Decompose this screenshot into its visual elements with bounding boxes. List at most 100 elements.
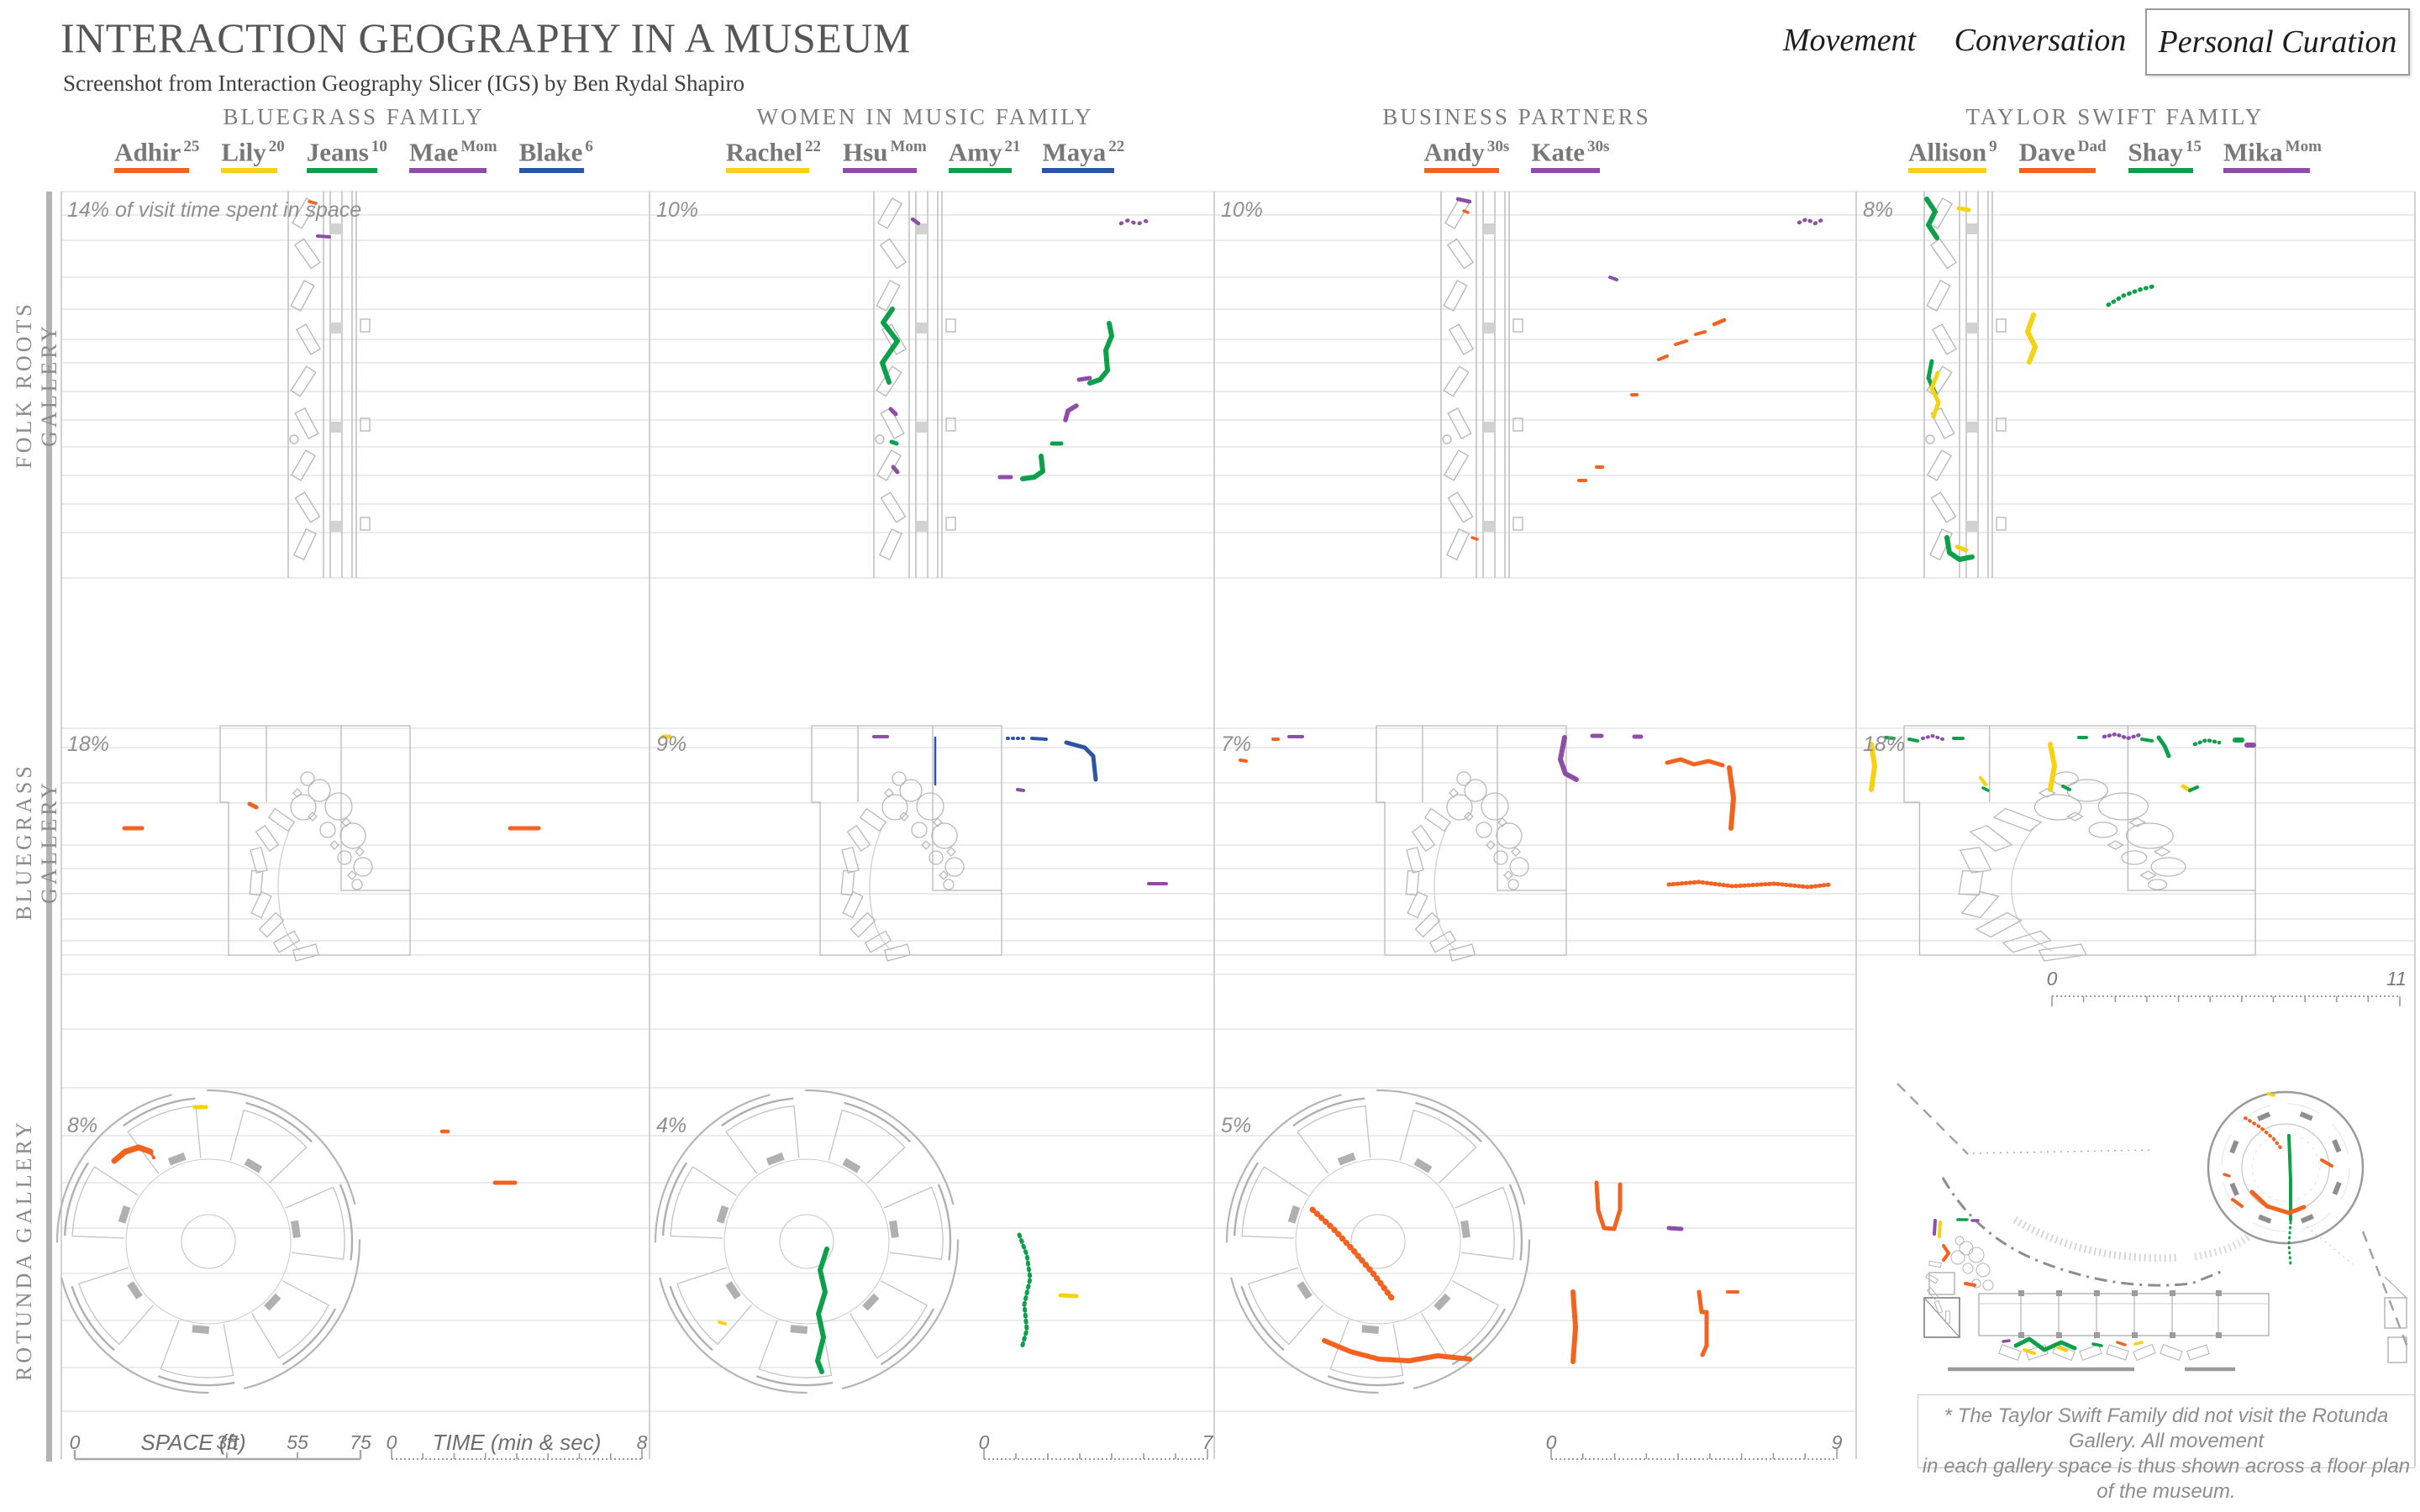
legend-member-tag: 22 [805,138,822,155]
legend-color-bar [2223,168,2310,174]
space-tick-75: 75 [350,1431,371,1453]
legend-member-tag: 20 [268,138,285,155]
legend-member-amy[interactable]: Amy 21 [948,133,1021,174]
legend-member-tag: Dad [2077,138,2107,155]
legend-member-mika[interactable]: Mika Mom [2223,133,2322,174]
legend-color-bar [1423,168,1500,174]
percent-label-r1-c1: 9% [656,732,687,756]
legend-member-tag: 15 [2186,138,2202,155]
legend-member-name: Mika Mom [2223,137,2322,167]
legend-member-rachel[interactable]: Rachel 22 [725,133,822,174]
legend-member-dave[interactable]: Dave Dad [2018,133,2107,174]
tab-movement[interactable]: Movement [1782,23,1917,58]
time-start-col3: 0 [1545,1431,1557,1453]
legend-color-bar [408,168,487,174]
legend-member-name: Amy 21 [948,137,1021,167]
space-tick-55: 55 [287,1431,308,1453]
legend-member-name: Maya 22 [1042,137,1125,167]
tab-personal-curation[interactable]: Personal Curation [2145,8,2410,76]
bluegrass-floorplans [219,724,2257,963]
legend-member-hsu[interactable]: Hsu Mom [843,133,927,174]
legend-member-tag: Mom [460,138,497,155]
time-end-col3: 9 [1831,1431,1843,1453]
time-axis-label: TIME (min & sec) [432,1430,602,1455]
legend-member-shay[interactable]: Shay 15 [2128,133,2202,174]
legend-member-name: Allison 9 [1908,137,1997,167]
left-rule-bar [46,192,52,1462]
row-label-folk-roots-gallery: FOLK ROOTS GALLERY [12,301,61,469]
museum-overview-floorplan [1897,1083,2410,1372]
movement-traces [111,197,2333,1374]
legend-member-tag: Mom [890,138,927,155]
footnote-box: * The Taylor Swift Family did not visit … [1918,1394,2415,1503]
row-label-bluegrass-gallery: BLUEGRASS GALLERY [12,763,61,921]
legend-member-name: Hsu Mom [843,137,927,167]
legend-member-tag: Mom [2285,138,2322,155]
folk-roots-floorplans [287,191,2007,579]
legend-member-allison[interactable]: Allison 9 [1908,133,1997,174]
legend-color-bar [221,168,277,174]
group-header-business-partners: BUSINESS PARTNERS [1382,104,1651,129]
legend-member-name: Rachel 22 [725,137,822,167]
legend-color-bar [1531,168,1601,174]
time-end-col4: 11 [2386,968,2407,990]
legend-member-tag: 30s [1587,138,1610,155]
legend-member-name: Jeans 10 [306,137,387,167]
legend-business-partners: Andy 30s Kate 30s [1248,133,1786,174]
legend-women-in-music: Rachel 22 Hsu Mom Amy 21 Maya 22 [656,133,1194,174]
page-title: INTERACTION GEOGRAPHY IN A MUSEUM [60,14,911,61]
group-header-taylor-swift-family: TAYLOR SWIFT FAMILY [1965,104,2265,129]
tab-conversation[interactable]: Conversation [1954,23,2127,58]
legend-member-tag: 22 [1108,138,1125,155]
legend-member-tag: 10 [371,138,387,155]
legend-color-bar [948,168,1013,174]
space-tick-0: 0 [69,1431,81,1453]
legend-member-mae[interactable]: Mae Mom [408,133,497,174]
percent-label-r2-c1: 4% [656,1114,687,1137]
legend-color-bar [1042,168,1115,174]
footnote-line-1: * The Taylor Swift Family did not visit … [1944,1404,2389,1452]
legend-color-bar [518,168,585,174]
legend-member-tag: 25 [183,138,200,155]
legend-color-bar [843,168,917,174]
legend-member-andy[interactable]: Andy 30s [1423,133,1510,174]
percent-label-r1-c3: 18% [1863,732,1906,756]
legend-taylor-swift-family: Allison 9 Dave Dad Shay 15 Mika Mom [1846,133,2384,174]
space-tick-35: 35 [216,1431,238,1453]
percent-label-r0-c3: 8% [1863,198,1894,222]
time-start-col4: 0 [2046,968,2058,990]
legend-member-tag: 21 [1004,138,1021,155]
legend-member-tag: 9 [1989,138,1997,155]
space-axis-label: SPACE (ft) [140,1430,246,1455]
legend-member-blake[interactable]: Blake 6 [518,133,593,174]
percent-label-r0-c0: 14% of visit time spent in space [67,198,362,222]
legend-member-tag: 30s [1486,138,1510,155]
legend-member-name: Dave Dad [2018,137,2107,167]
legend-member-name: Shay 15 [2128,137,2202,167]
legend-member-name: Lily 20 [221,137,285,167]
legend-member-adhir[interactable]: Adhir 25 [114,133,200,174]
legend-member-jeans[interactable]: Jeans 10 [306,133,387,174]
time-start-col2: 0 [978,1431,990,1453]
legend-member-maya[interactable]: Maya 22 [1042,133,1125,174]
legend-member-name: Mae Mom [408,137,497,167]
legend-member-name: Adhir 25 [114,137,200,167]
time-end-col1: 8 [636,1431,648,1453]
percent-label-r1-c2: 7% [1221,732,1252,756]
legend-member-name: Kate 30s [1531,137,1610,167]
legend-member-kate[interactable]: Kate 30s [1531,133,1610,174]
legend-member-tag: 6 [585,138,593,155]
legend-bluegrass-family: Adhir 25 Lily 20 Jeans 10 Mae Mom Blake 6 [85,133,623,174]
axis-rulers [73,995,2401,1461]
legend-member-name: Blake 6 [518,137,593,167]
legend-color-bar [2128,168,2193,174]
legend-color-bar [1908,168,1986,174]
percent-label-r2-c0: 8% [67,1114,98,1137]
legend-color-bar [114,168,190,174]
percent-label-r0-c2: 10% [1221,198,1264,222]
percent-label-r0-c1: 10% [656,198,699,222]
legend-member-lily[interactable]: Lily 20 [221,133,285,174]
legend-member-name: Andy 30s [1423,137,1510,167]
row-label-rotunda-gallery: ROTUNDA GALLERY [12,1118,36,1382]
